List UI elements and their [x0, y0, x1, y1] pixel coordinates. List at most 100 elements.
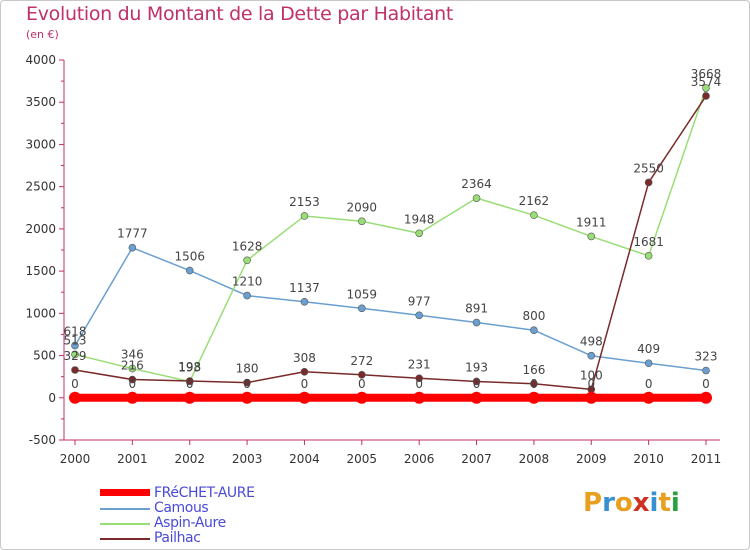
x-tick-label: 2006: [404, 452, 435, 466]
y-tick-label: 3000: [25, 137, 56, 151]
x-tick-label: 2009: [576, 452, 607, 466]
data-label: 323: [695, 350, 718, 364]
data-label: 0: [186, 377, 194, 391]
data-label: 800: [522, 309, 545, 323]
data-point: [243, 378, 251, 387]
data-point: [585, 391, 598, 404]
data-label: 3668: [691, 67, 722, 81]
y-tick-label: 4000: [25, 53, 56, 67]
data-point: [355, 391, 368, 404]
data-label: 272: [350, 354, 373, 368]
data-point: [644, 178, 653, 187]
data-label: 1059: [347, 287, 378, 301]
x-tick-label: 2007: [461, 452, 492, 466]
y-tick-label: 2000: [25, 222, 56, 236]
data-point: [527, 391, 540, 404]
data-label: 2550: [633, 161, 664, 175]
data-label: 193: [178, 360, 201, 374]
data-label: 1948: [404, 212, 435, 226]
legend-swatch: [100, 538, 150, 540]
data-label: 409: [637, 342, 660, 356]
data-point: [71, 341, 79, 350]
data-point: [126, 391, 139, 404]
logo-letter: i: [670, 488, 680, 518]
data-point: [128, 243, 137, 252]
legend-label: Camous: [154, 500, 209, 516]
data-label: 3574: [691, 75, 722, 89]
logo-letter: r: [602, 488, 615, 518]
data-label: 0: [415, 377, 423, 391]
data-label: 216: [121, 359, 144, 373]
data-point: [183, 391, 196, 404]
data-label: 2090: [347, 200, 378, 214]
y-tick-label: 2500: [25, 180, 56, 194]
data-label: 891: [465, 302, 488, 316]
legend-swatch: [100, 489, 150, 496]
data-label: 193: [465, 360, 488, 374]
legend-swatch: [100, 523, 150, 525]
data-point: [470, 391, 483, 404]
data-label: 0: [301, 377, 309, 391]
data-label: 0: [71, 377, 79, 391]
data-point: [358, 371, 366, 379]
data-label: 1777: [117, 227, 148, 241]
x-tick-label: 2004: [289, 452, 320, 466]
data-label: 100: [580, 368, 603, 382]
data-point: [415, 311, 423, 320]
data-label: 166: [522, 363, 545, 377]
chart-subtitle: (en €): [26, 28, 59, 41]
data-point: [472, 318, 481, 327]
data-point: [702, 366, 710, 375]
data-label: 0: [243, 377, 251, 391]
logo-letter: t: [658, 488, 671, 518]
data-label: 618: [64, 325, 87, 339]
data-point: [300, 367, 309, 376]
logo-letter: i: [649, 488, 659, 518]
data-label: 498: [580, 335, 603, 349]
data-point: [644, 359, 653, 368]
data-label: 513: [64, 333, 87, 347]
data-point: [71, 350, 79, 359]
data-point: [128, 375, 137, 384]
data-label: 1210: [232, 275, 263, 289]
data-point: [71, 366, 79, 374]
data-point: [241, 391, 254, 404]
legend-swatch: [100, 508, 150, 510]
data-point: [358, 304, 366, 313]
data-point: [243, 256, 251, 265]
y-tick-label: 500: [33, 349, 56, 363]
data-point: [69, 391, 81, 404]
data-point: [300, 297, 309, 306]
data-label: 1911: [576, 215, 607, 229]
x-tick-label: 2005: [347, 452, 378, 466]
data-point: [702, 92, 710, 100]
data-label: 231: [408, 357, 431, 371]
y-tick-label: -500: [29, 433, 56, 447]
chart-title: Evolution du Montant de la Dette par Hab…: [26, 3, 454, 25]
data-label: 180: [236, 362, 259, 376]
data-point: [298, 391, 311, 404]
data-label: 0: [702, 377, 710, 391]
data-point: [472, 377, 481, 386]
data-label: 1628: [232, 239, 263, 253]
data-label: 0: [645, 377, 653, 391]
data-label: 2364: [461, 177, 492, 191]
y-tick-label: 0: [48, 391, 56, 405]
series-line-pailhac: [74, 95, 707, 391]
data-point: [300, 212, 309, 220]
data-label: 2153: [289, 195, 320, 209]
data-label: 0: [473, 377, 481, 391]
data-label: 977: [408, 294, 431, 308]
data-label: 0: [129, 377, 137, 391]
data-label: 1506: [174, 250, 205, 264]
logo-letter: o: [614, 488, 633, 518]
series-line-camous: [74, 246, 707, 372]
data-point: [702, 84, 710, 92]
data-point: [530, 211, 538, 220]
y-tick-label: 1500: [25, 264, 56, 278]
data-point: [587, 351, 596, 360]
y-tick-label: 3500: [25, 95, 56, 109]
data-point: [413, 391, 426, 404]
data-point: [185, 266, 194, 275]
